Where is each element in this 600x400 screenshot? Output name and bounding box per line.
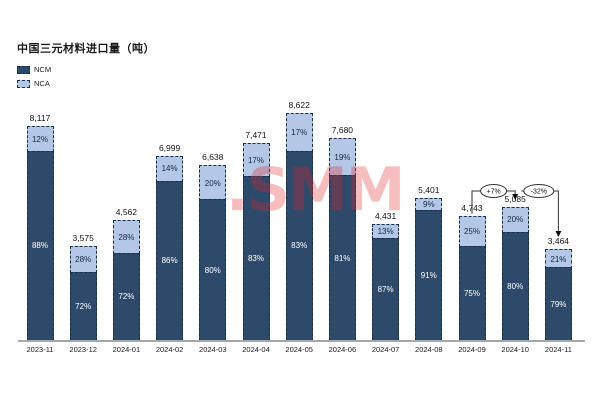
legend-label-nca: NCA [34,79,50,88]
x-axis-label: 2024-10 [501,345,529,354]
ncm-segment: 87% [372,237,400,341]
total-label: 4,743 [461,202,483,213]
x-axis-label: 2024-07 [371,345,400,354]
stacked-bar-2023-11: 12% 88% [26,126,54,341]
stacked-bar-2024-01: 28% 72% [112,220,140,341]
x-axis-label: 2024-02 [155,345,184,354]
x-axis-label: 2024-11 [544,345,572,354]
legend: NCM NCA [17,64,51,92]
stacked-bar-2024-09: 25% 75% [458,215,486,341]
nca-segment: 13% [372,223,400,240]
nca-segment: 20% [501,206,529,234]
ncm-segment: 83% [242,175,270,341]
stacked-bar-2023-12: 28% 72% [69,246,97,341]
total-label: 7,471 [245,130,267,141]
stacked-bar-2024-10: 20% 80% [501,206,529,341]
total-label: 4,431 [374,210,397,221]
x-axis-label: 2023-12 [69,345,97,354]
nca-segment: 20% [199,165,227,201]
nca-segment: 19% [328,137,356,177]
chart-title: 中国三元材料进口量（吨） [17,43,155,55]
ncm-segment: 79% [544,267,572,341]
total-label: 4,562 [115,207,138,218]
x-axis-label: 2024-08 [415,345,443,354]
ncm-segment: 80% [199,199,227,341]
ncm-segment: 91% [415,209,443,341]
nca-segment: 12% [26,126,54,153]
x-axis-label: 2024-05 [285,345,313,354]
legend-item-ncm: NCM [17,64,51,75]
ncm-segment: 75% [458,245,486,341]
stacked-bar-2024-02: 14% 86% [156,155,184,341]
smm-watermark: .SMM [226,155,405,225]
x-axis-label: 2024-09 [458,345,486,354]
x-axis-label: 2024-01 [112,345,141,354]
nca-segment: 28% [69,246,97,273]
total-label: 8,622 [288,100,310,110]
nca-segment: 14% [156,155,184,182]
x-axis-label: 2023-11 [26,345,54,354]
total-label: 6,638 [202,152,224,163]
nca-segment: 25% [458,215,486,247]
total-label: 8,117 [29,113,51,124]
total-label: 7,680 [331,124,354,135]
nca-swatch-icon [17,79,30,88]
ncm-segment: 83% [285,150,313,341]
ncm-segment: 86% [156,180,184,341]
stacked-bar-2024-03: 20% 80% [199,165,227,341]
total-label: 5,085 [504,193,526,204]
ncm-segment: 81% [328,175,356,341]
ncm-segment: 72% [112,252,140,341]
total-label: 3,464 [547,236,570,247]
ncm-segment: 72% [69,271,97,341]
legend-item-nca: NCA [17,78,51,89]
stacked-bar-2024-06: 19% 81% [328,137,356,341]
stacked-bar-2024-05: 17% 83% [285,113,313,341]
x-axis-label: 2024-06 [328,345,357,354]
stacked-bar-2024-08: 9% 91% [415,198,443,341]
legend-label-ncm: NCM [34,65,52,74]
stacked-bar-2024-04: 17% 83% [242,143,270,341]
nca-segment: 21% [544,249,572,269]
stacked-bar-2024-07: 13% 87% [372,223,400,341]
total-label: 3,575 [72,233,94,244]
x-axis-line [18,340,585,342]
nca-segment: 17% [285,113,313,152]
x-axis-label: 2024-04 [242,345,270,354]
ncm-segment: 80% [501,232,529,341]
total-label: 5,401 [418,185,440,196]
ncm-segment: 88% [26,150,54,341]
stacked-bar-2024-11: 21% 79% [544,249,572,341]
ncm-swatch-icon [17,65,30,74]
nca-segment: 28% [112,220,140,255]
x-axis-label: 2024-03 [199,345,227,354]
total-label: 6,999 [158,142,181,153]
